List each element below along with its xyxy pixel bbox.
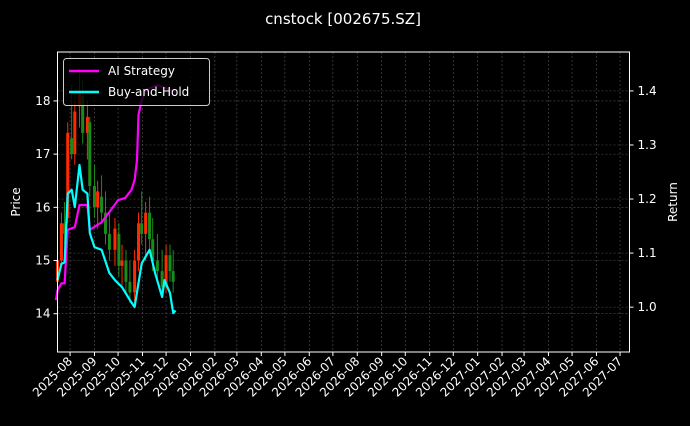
candle-body (88, 122, 92, 187)
candle-body (92, 186, 96, 208)
plot-frame (57, 51, 630, 353)
candle-body (73, 111, 77, 155)
y-right-tick-label: 1.2 (638, 192, 657, 206)
candle-body (59, 223, 63, 261)
candle-body (164, 255, 168, 288)
y-tick-label: 15 (35, 254, 50, 268)
candle-body (137, 223, 141, 261)
candle-body (100, 196, 104, 213)
candle-body (85, 116, 89, 133)
candle-body (171, 271, 175, 282)
y-axis-label: Price (9, 187, 23, 216)
legend-box (63, 58, 210, 106)
legend: AI Strategy Buy-and-Hold (63, 58, 210, 106)
y-tick-label: 14 (35, 307, 50, 321)
candle-body (124, 260, 128, 282)
candle-body (107, 233, 111, 250)
y-right-tick-label: 1.3 (638, 138, 657, 152)
chart-title: cnstock [002675.SZ] (265, 10, 421, 28)
y-right-tick-label: 1.0 (638, 300, 657, 314)
y-tick-label: 16 (35, 200, 50, 214)
y-right-tick-label: 1.1 (638, 246, 657, 260)
candle-body (120, 260, 124, 266)
candle-body (160, 271, 164, 288)
candle-body (113, 228, 117, 250)
legend-label-buy-and-hold: Buy-and-Hold (108, 85, 189, 99)
y-tick-label: 17 (35, 147, 50, 161)
y-tick-label: 18 (35, 94, 50, 108)
candle-body (103, 212, 107, 234)
legend-label-ai-strategy: AI Strategy (108, 64, 175, 78)
candle-body (144, 212, 148, 234)
y-right-tick-label: 1.4 (638, 84, 657, 98)
candle-body (96, 191, 100, 208)
candle-body (66, 132, 70, 218)
series-line-buy-and-hold (56, 163, 177, 315)
candle-body (63, 223, 67, 234)
y-axis-left: 14 15 16 17 18 (35, 94, 58, 321)
y-axis-right: 1.0 1.1 1.2 1.3 1.4 (629, 84, 657, 314)
candle-body (148, 212, 152, 240)
candle-body (133, 260, 137, 293)
candle-body (168, 255, 172, 272)
candle-body (140, 223, 144, 234)
candle-body (155, 260, 159, 272)
candle-body (70, 138, 74, 155)
candle-body (151, 239, 155, 261)
candle-body (128, 281, 132, 293)
candlesticks (56, 69, 175, 304)
candle-body (81, 95, 85, 133)
y-axis-right-label: Return (666, 182, 680, 222)
candle-body (117, 233, 121, 266)
